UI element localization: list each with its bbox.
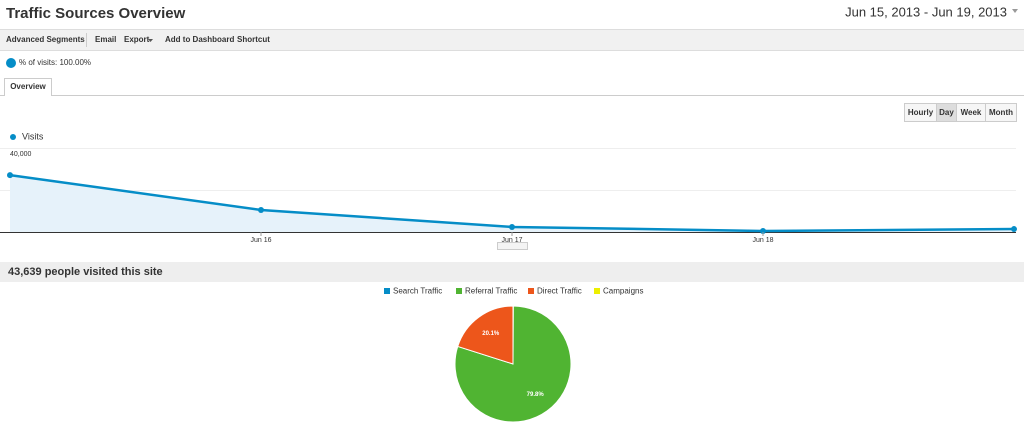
x-tick-label: Jun 16 (250, 237, 271, 244)
export-arrow (148, 39, 153, 42)
legend-label: Campaigns (603, 287, 643, 296)
legend-swatch (384, 288, 390, 294)
legend-swatch (594, 288, 600, 294)
legend-label: Visits (22, 131, 44, 141)
legend-swatch (456, 288, 462, 294)
granularity-label[interactable]: Day (939, 108, 954, 117)
slice-label: 20.1% (482, 331, 500, 337)
granularity-label[interactable]: Hourly (908, 108, 934, 117)
pie-slice (454, 305, 572, 423)
summary-bar (0, 262, 1024, 282)
toolbar-button[interactable]: Email (95, 35, 116, 44)
legend-marker (10, 134, 16, 140)
chart-handle[interactable] (497, 242, 528, 250)
tab-label[interactable]: Overview (10, 82, 46, 91)
granularity-label[interactable]: Week (961, 108, 982, 117)
granularity-label[interactable]: Month (989, 108, 1013, 117)
y-tick-label: 40,000 (10, 151, 32, 158)
toolbar-button[interactable]: Export (124, 35, 150, 44)
tab-cover (5, 93, 51, 97)
granularity-button[interactable] (985, 103, 1017, 122)
legend-swatch (528, 288, 534, 294)
series-area (10, 175, 1014, 232)
legend-label: Direct Traffic (537, 287, 582, 296)
toolbar-button[interactable]: Shortcut (237, 35, 270, 44)
date-range[interactable]: Jun 15, 2013 - Jun 19, 2013 (845, 4, 1007, 19)
data-point (1011, 226, 1017, 233)
data-point (760, 227, 766, 234)
page-title: Traffic Sources Overview (6, 5, 186, 22)
toolbar-button[interactable]: Add to Dashboard (165, 35, 234, 44)
segment-icon (6, 58, 16, 68)
segment-label: % of visits: 100.00% (19, 58, 91, 67)
x-tick-label: Jun 17 (501, 237, 522, 244)
toolbar (0, 29, 1024, 50)
data-point (7, 172, 13, 179)
toolbar-button[interactable]: Advanced Segments (6, 35, 85, 44)
x-tick-label: Jun 18 (752, 237, 773, 244)
summary-text: 43,639 people visited this site (8, 266, 163, 278)
slice-label: 79.8% (527, 392, 545, 398)
data-point (258, 206, 264, 213)
data-point (509, 223, 515, 230)
legend-label: Referral Traffic (465, 287, 517, 296)
date-dropdown[interactable] (1012, 9, 1018, 13)
pie-slice (457, 305, 514, 365)
legend-label: Search Traffic (393, 287, 442, 296)
